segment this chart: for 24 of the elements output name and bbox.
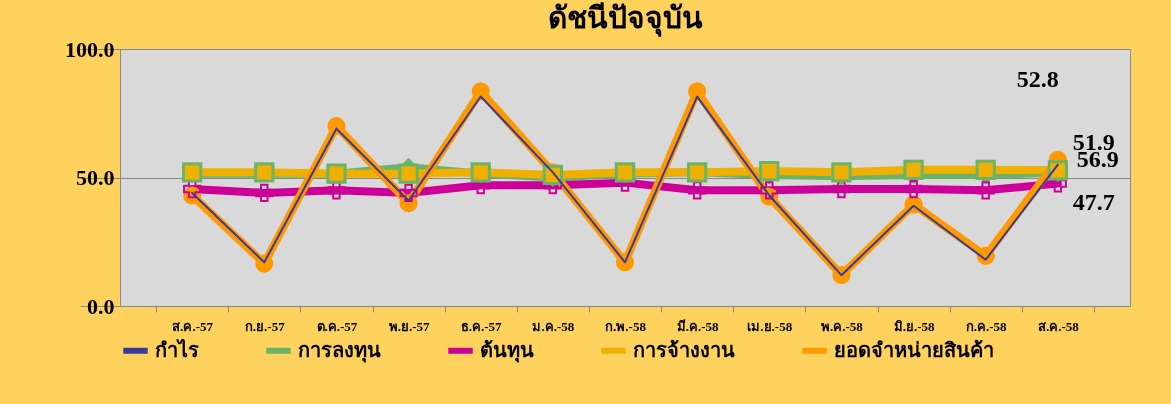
y-tick-label: 0.0 <box>87 293 115 319</box>
legend-label: ต้นทุน <box>480 338 534 363</box>
data-label: 52.8 <box>1016 66 1059 93</box>
legend-label: การจ้างงาน <box>633 338 735 361</box>
legend-label: การลงทุน <box>298 338 381 363</box>
legend-label: กำไร <box>155 337 199 361</box>
legend-label: ยอดจำหน่ายสินค้า <box>834 338 994 361</box>
x-tick-label: มี.ค.-58 <box>676 318 720 334</box>
x-tick-label: ก.พ.-58 <box>605 318 647 334</box>
x-tick-label: ม.ค.-58 <box>532 318 575 334</box>
y-tick-label: 50.0 <box>76 165 115 190</box>
x-tick-label: ต.ค.-57 <box>316 318 358 334</box>
x-tick-label: พ.ย.-57 <box>388 318 430 334</box>
x-tick-label: ส.ค.-57 <box>172 318 214 334</box>
chart-title: ดัชนีปัจจุบัน <box>547 1 703 37</box>
x-tick-label: เม.ย.-58 <box>747 318 793 334</box>
x-tick-label: มิ.ย.-58 <box>893 318 935 334</box>
x-tick-label: พ.ค.-58 <box>821 318 864 334</box>
x-tick-label: ส.ค.-58 <box>1037 318 1080 334</box>
x-tick-label: ธ.ค.-57 <box>460 318 503 334</box>
x-tick-label: ก.ค.-58 <box>965 318 1008 334</box>
y-tick-label: 100.0 <box>65 36 115 62</box>
data-label: 47.7 <box>1072 189 1115 216</box>
x-tick-label: ก.ย.-57 <box>244 318 286 334</box>
